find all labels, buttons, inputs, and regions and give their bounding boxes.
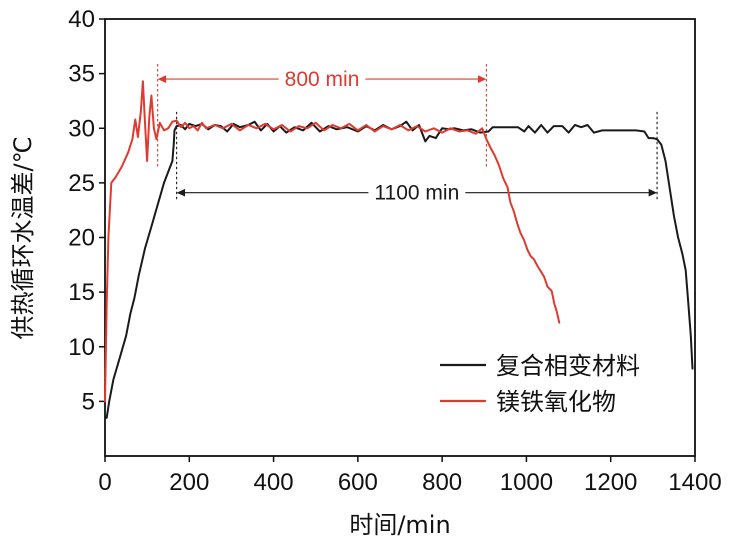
legend-label-composite: 复合相变材料 (496, 352, 640, 380)
span-1100-label: 1100 min (374, 182, 459, 205)
span-800-arrowhead-left (157, 75, 167, 83)
x-tick-label: 1200 (584, 469, 637, 496)
y-tick-label: 25 (68, 170, 95, 197)
ticks-layer: 0 200 400 600 800 1000 1200 1400 5 10 15 20 25 30 35 40 (68, 6, 721, 496)
y-tick-label: 5 (82, 388, 95, 415)
y-tick-label: 20 (68, 225, 95, 252)
x-axis-title: 时间/min (349, 511, 450, 539)
x-tick-label: 1000 (500, 469, 553, 496)
series-line-mgo (104, 80, 561, 403)
x-tick-label: 0 (98, 469, 111, 496)
x-tick-label: 200 (169, 469, 209, 496)
x-tick-label: 400 (254, 469, 294, 496)
y-tick-label: 35 (68, 61, 95, 88)
legend-label-mgo: 镁铁氧化物 (496, 388, 616, 416)
y-tick-label: 10 (68, 334, 95, 361)
span-800-label: 800 min (285, 68, 360, 91)
y-tick-label: 15 (68, 279, 95, 306)
legend: 复合相变材料 镁铁氧化物 (440, 352, 640, 416)
span-1100-arrowhead-right (648, 188, 658, 197)
span-1100-arrowhead-left (176, 188, 186, 197)
span-800-arrowhead-right (477, 75, 487, 83)
y-tick-label: 40 (68, 6, 95, 33)
x-tick-label: 1400 (668, 469, 721, 496)
series-layer (104, 80, 694, 419)
y-tick-label: 30 (68, 115, 95, 142)
x-tick-label: 600 (338, 469, 378, 496)
x-tick-label: 800 (422, 469, 462, 496)
annotations-layer: 800 min 1100 min (157, 62, 658, 205)
y-axis-title: 供热循环水温差/℃ (9, 136, 37, 339)
